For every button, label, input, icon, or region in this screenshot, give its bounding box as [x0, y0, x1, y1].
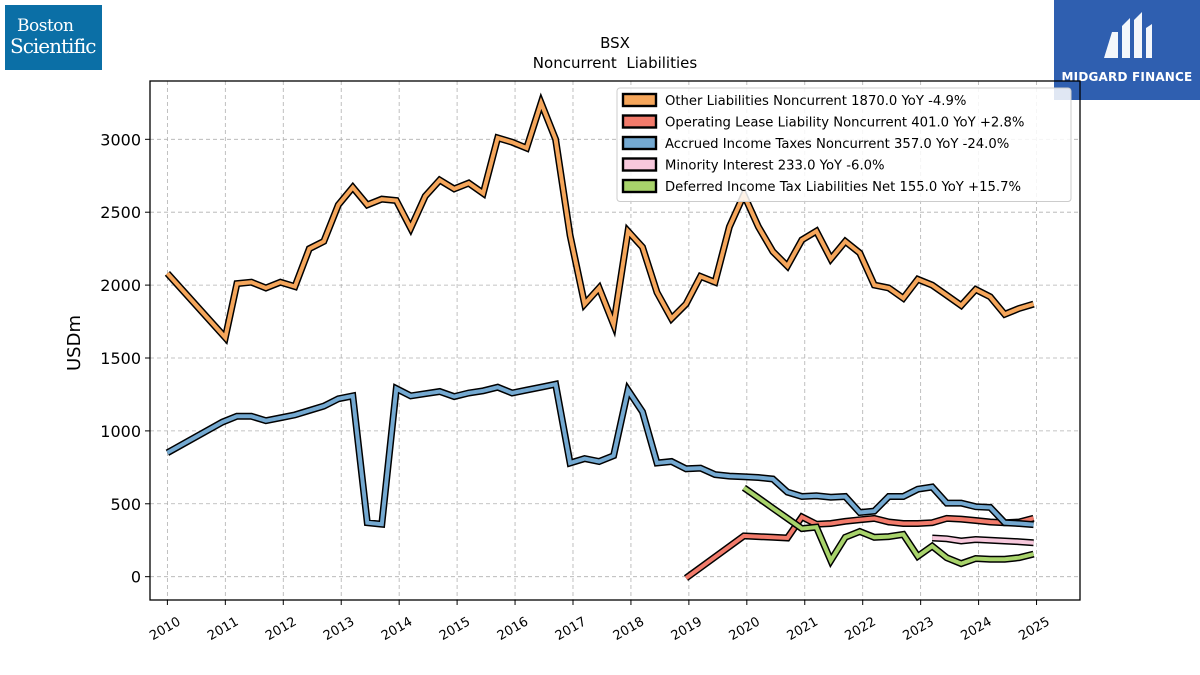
legend-swatch: [621, 157, 658, 172]
chart-subtitle: Noncurrent Liabilities: [533, 54, 698, 72]
legend-swatch: [621, 114, 658, 129]
x-tick-label: 2024: [958, 614, 994, 644]
x-tick-label: 2012: [263, 614, 299, 644]
legend-label: Accrued Income Taxes Noncurrent 357.0 Yo…: [665, 137, 1009, 152]
series-deferred-income-tax-liabilities-net: [741, 484, 1035, 569]
y-tick-label: 3000: [100, 130, 141, 149]
chart-title: BSX: [600, 34, 630, 52]
legend-swatch: [621, 178, 658, 194]
legend-label: Minority Interest 233.0 YoY -6.0%: [665, 159, 885, 174]
plot-frame: [149, 80, 1081, 601]
x-tick-label: 2025: [1016, 614, 1052, 644]
x-tick-label: 2014: [379, 614, 415, 644]
series-lines: [164, 92, 1035, 581]
y-tick-label: 500: [110, 495, 141, 514]
series-line: [684, 514, 1035, 580]
legend-swatch: [621, 135, 658, 151]
x-tick-label: 2010: [147, 614, 183, 644]
midgard-finance-logo: MIDGARD FINANCE: [1054, 0, 1200, 100]
series-line: [166, 381, 1034, 527]
series-accrued-income-taxes-noncurrent: [165, 380, 1034, 529]
logo-brand-text: MIDGARD FINANCE: [1061, 70, 1193, 84]
legend-label: Operating Lease Liability Noncurrent 401…: [665, 116, 1024, 131]
x-tick-label: 2011: [205, 614, 241, 644]
series-other-liabilities-noncurrent: [164, 92, 1035, 346]
x-tick-label: 2023: [900, 614, 936, 644]
x-axis-ticks: 2010 2011 2012 2013 2014 2015 2016 2017 2018 2019…: [147, 600, 1053, 644]
midgard-emblem-icon: [1104, 12, 1152, 58]
series-minority-interest: [932, 534, 1034, 547]
y-tick-label: 1500: [100, 349, 141, 368]
legend-box: [616, 87, 1072, 202]
x-tick-label: 2015: [437, 614, 473, 644]
y-tick-label: 2000: [100, 276, 141, 295]
y-axis-ticks: 0 500 1000 1500 2000 2500 3000: [100, 130, 150, 587]
x-tick-label: 2016: [495, 614, 531, 644]
x-tick-label: 2021: [785, 614, 821, 644]
series-line: [165, 96, 1035, 342]
legend-swatch: [621, 92, 658, 108]
x-tick-label: 2013: [321, 614, 357, 644]
series-operating-lease-liability-noncurrent: [683, 512, 1035, 581]
y-axis-label: USDm: [64, 315, 85, 371]
legend-label: Deferred Income Tax Liabilities Net 155.…: [665, 180, 1021, 195]
series-line: [742, 486, 1035, 566]
x-tick-label: 2020: [727, 614, 763, 644]
series-line-outline: [683, 512, 1035, 581]
logo-text-line1: Boston: [17, 16, 74, 36]
x-tick-label: 2017: [553, 614, 589, 644]
x-tick-label: 2018: [611, 614, 647, 644]
series-line: [932, 536, 1034, 545]
y-tick-label: 2500: [100, 203, 141, 222]
legend: Other Liabilities Noncurrent 1870.0 YoY …: [616, 87, 1072, 202]
logo-text-line2: Scientific: [10, 34, 96, 58]
boston-scientific-logo: Boston Scientific: [5, 5, 102, 70]
x-tick-label: 2022: [843, 614, 879, 644]
y-tick-label: 0: [131, 568, 141, 587]
x-tick-label: 2019: [669, 614, 705, 644]
y-tick-label: 1000: [100, 422, 141, 441]
legend-label: Other Liabilities Noncurrent 1870.0 YoY …: [665, 94, 966, 109]
